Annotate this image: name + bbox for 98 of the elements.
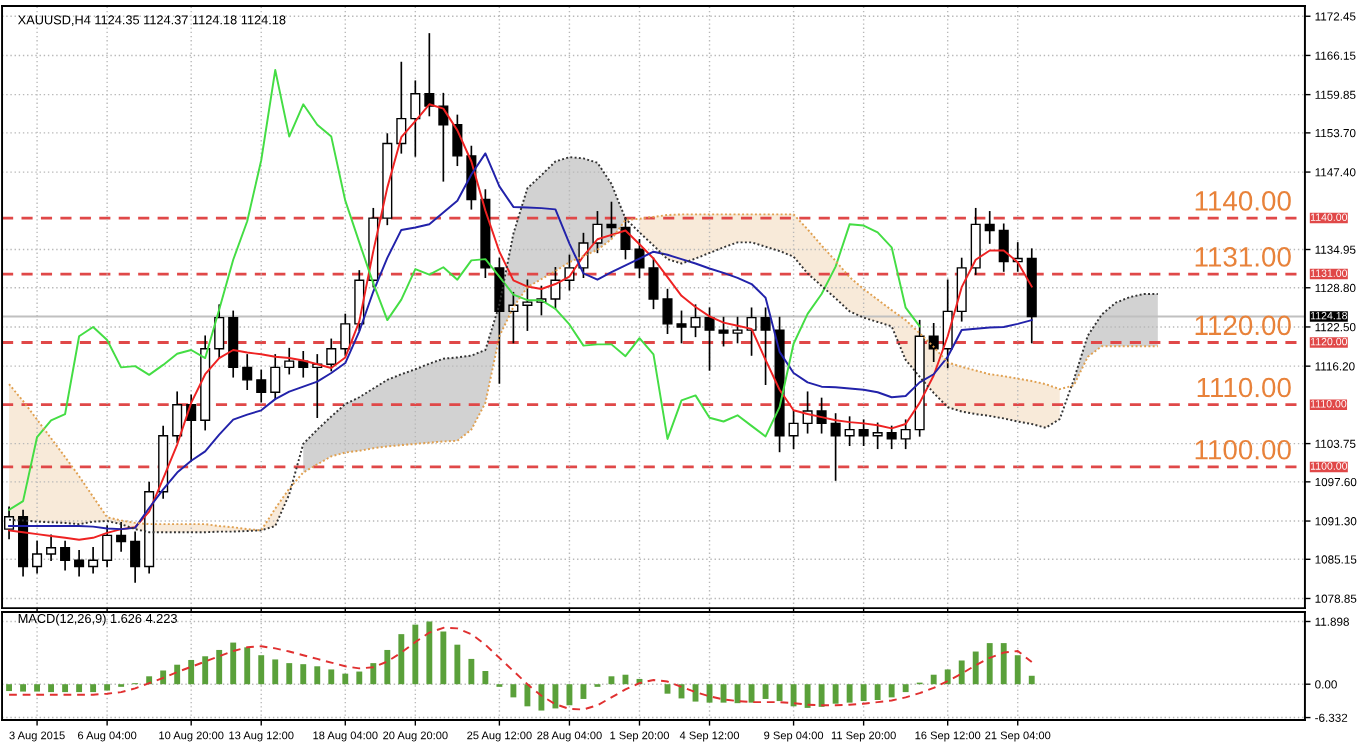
bar: [342, 673, 349, 685]
bar: [230, 642, 237, 685]
bar: [34, 684, 41, 692]
bar: [482, 671, 489, 685]
line-series: [8, 69, 921, 511]
bar: [440, 631, 447, 685]
bar: [1028, 675, 1035, 685]
bar: [930, 674, 937, 685]
bar: [328, 669, 335, 685]
candlestick: [732, 316, 743, 344]
candlestick: [326, 338, 337, 372]
bar: [1014, 655, 1021, 685]
bar: [258, 655, 265, 685]
candlestick: [270, 354, 281, 400]
candlestick: [508, 291, 519, 344]
bar: [860, 684, 867, 702]
candlestick: [88, 546, 99, 574]
bar: [846, 684, 853, 703]
candlestick: [116, 522, 127, 552]
candlestick: [32, 540, 43, 574]
bar: [888, 684, 895, 698]
candlestick: [746, 307, 757, 356]
bar: [48, 684, 55, 693]
candlestick: [214, 304, 225, 359]
candlestick: [102, 525, 113, 568]
candlestick: [60, 540, 71, 571]
bar: [6, 684, 12, 692]
candlestick: [46, 534, 57, 562]
candlestick: [256, 369, 267, 403]
bar: [972, 651, 979, 685]
candlestick: [74, 550, 85, 577]
text: 1131.00: [1195, 247, 1291, 267]
bar: [1000, 643, 1007, 685]
bar: [244, 647, 251, 685]
candlestick: [900, 419, 911, 450]
candlestick: [830, 413, 841, 481]
bar: [944, 669, 951, 685]
text: 1110.00: [1197, 377, 1291, 398]
candlestick: [452, 114, 463, 167]
candlestick: [886, 425, 897, 450]
bar: [398, 634, 405, 685]
text: 1100.00: [1195, 439, 1291, 460]
candlestick: [130, 531, 141, 583]
bar: [524, 684, 531, 707]
text: 1120.00: [1195, 315, 1291, 336]
candlestick: [970, 207, 981, 275]
bar: [300, 664, 307, 685]
candlestick: [522, 279, 533, 331]
bar: [468, 658, 475, 685]
bar: [370, 663, 377, 685]
bar: [874, 684, 881, 700]
bar: [986, 643, 993, 685]
bar: [174, 664, 181, 685]
bar: [356, 671, 363, 685]
candlestick: [410, 80, 421, 157]
bar: [454, 644, 461, 685]
bar: [62, 684, 69, 693]
line-series: [8, 626, 1033, 711]
candlestick: [984, 211, 995, 244]
candlestick: [340, 313, 351, 356]
bar: [790, 684, 797, 707]
bar: [902, 684, 909, 693]
bar: [538, 684, 545, 711]
bar: [216, 649, 223, 685]
bar: [552, 684, 559, 709]
bar: [314, 666, 321, 685]
candlestick: [284, 347, 295, 375]
bar: [20, 684, 27, 692]
bar: [384, 649, 391, 685]
candlestick: [844, 416, 855, 446]
candlestick: [872, 422, 883, 450]
bar: [412, 624, 419, 685]
candlestick: [424, 33, 435, 117]
bar: [202, 656, 209, 685]
bar: [188, 659, 195, 685]
candlestick: [606, 201, 617, 238]
text: 1140.00: [1195, 191, 1291, 211]
candlestick: [858, 419, 869, 446]
bar: [76, 684, 83, 693]
bar: [510, 684, 517, 698]
bar: [958, 660, 965, 685]
candlestick: [242, 354, 253, 390]
bar: [832, 684, 839, 704]
candlestick: [998, 223, 1009, 272]
bar: [818, 684, 825, 707]
bar: [566, 684, 573, 706]
candlestick: [172, 391, 183, 443]
bar: [762, 684, 769, 699]
candlestick: [550, 267, 561, 310]
bar: [426, 621, 433, 685]
candlestick: [788, 410, 799, 450]
bar: [272, 659, 279, 685]
bar: [804, 684, 811, 708]
bar: [104, 684, 111, 691]
bar: [776, 684, 783, 702]
bar: [90, 684, 97, 693]
candlestick: [760, 307, 771, 386]
bar: [286, 663, 293, 685]
